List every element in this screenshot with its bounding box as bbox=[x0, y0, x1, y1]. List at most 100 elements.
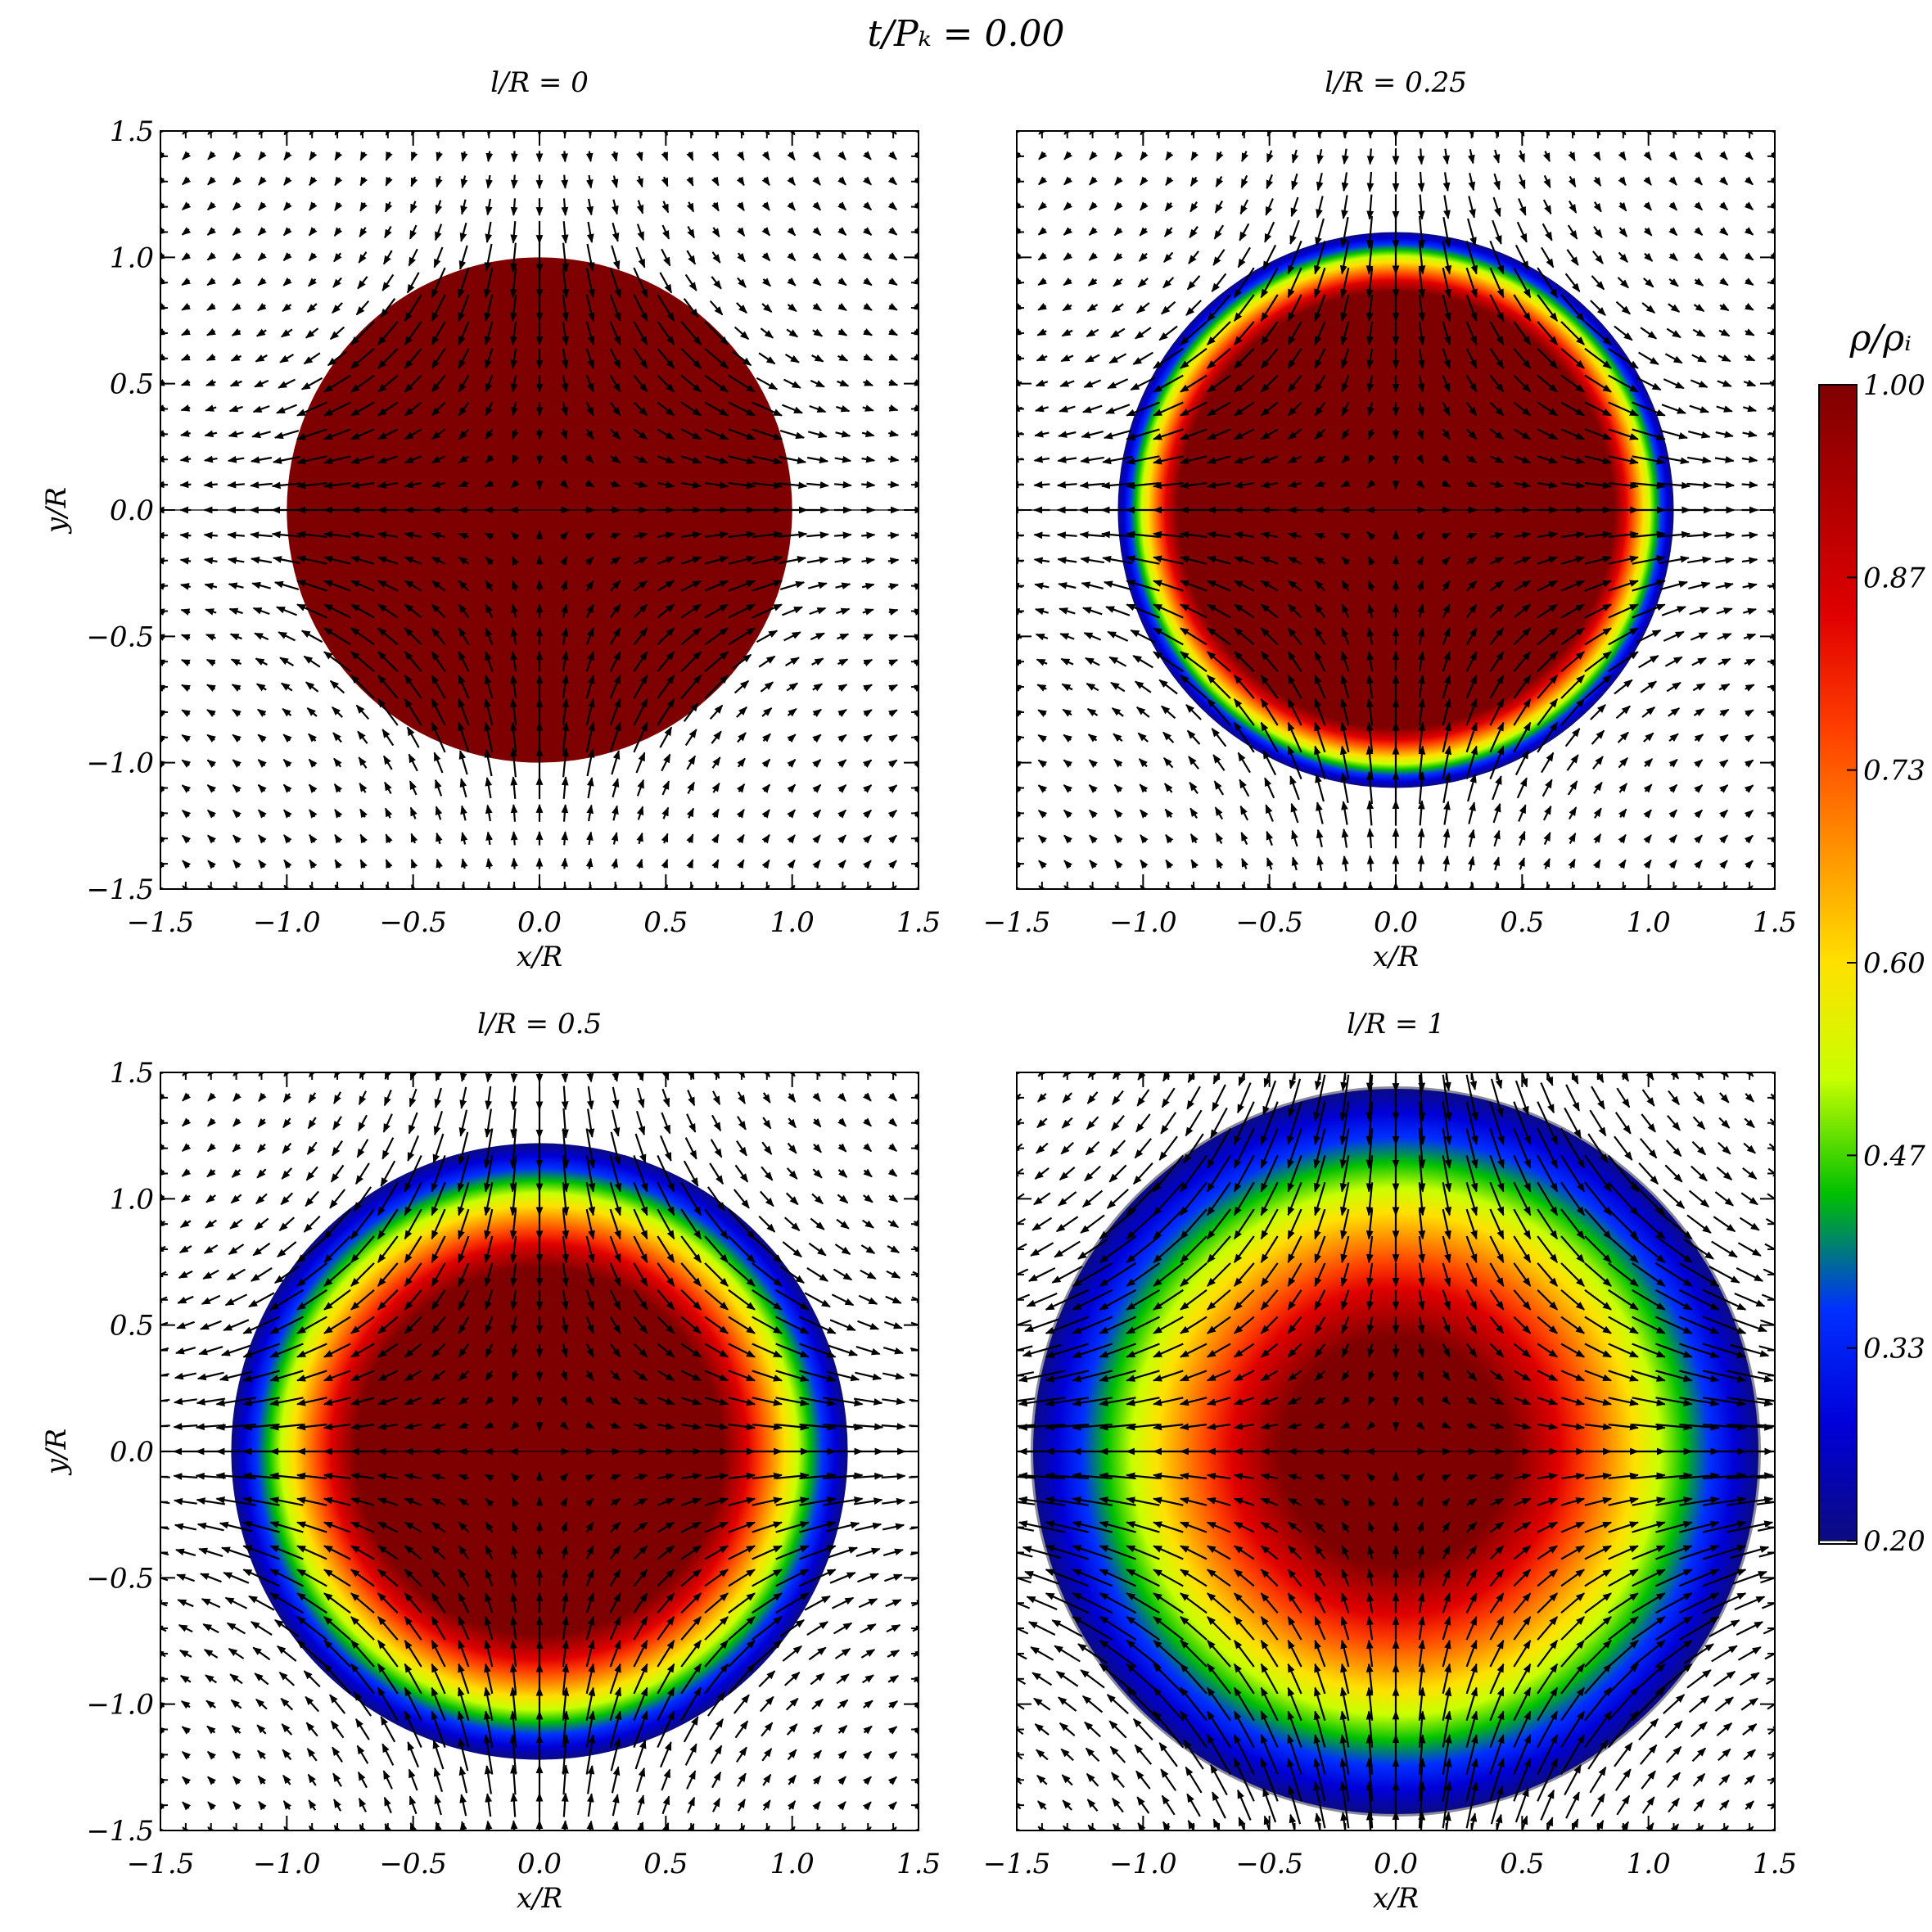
velocity-arrow bbox=[431, 580, 446, 592]
x-tick-label: 0.0 bbox=[517, 1848, 562, 1880]
velocity-arrow bbox=[309, 884, 318, 889]
velocity-arrow bbox=[404, 348, 422, 369]
velocity-arrow bbox=[404, 374, 422, 393]
y-tick-label: 0.5 bbox=[110, 1310, 154, 1343]
velocity-arrow bbox=[384, 225, 392, 239]
y-tick-label: −1.0 bbox=[86, 747, 154, 780]
x-tick-label: −0.5 bbox=[379, 906, 447, 939]
x-tick-label: −1.5 bbox=[983, 906, 1051, 939]
velocity-arrow bbox=[359, 151, 368, 161]
velocity-arrow bbox=[206, 784, 217, 793]
velocity-arrow bbox=[207, 834, 217, 844]
velocity-arrow bbox=[357, 276, 368, 290]
velocity-arrow bbox=[334, 176, 343, 187]
velocity-arrow bbox=[431, 627, 446, 646]
velocity-arrow bbox=[458, 455, 470, 464]
velocity-arrow bbox=[409, 201, 418, 214]
velocity-arrow bbox=[485, 857, 494, 869]
velocity-arrow bbox=[359, 833, 368, 844]
velocity-arrow bbox=[404, 580, 422, 592]
velocity-arrow bbox=[333, 227, 343, 237]
velocity-arrow bbox=[460, 175, 468, 188]
velocity-arrow bbox=[377, 675, 399, 699]
velocity-arrow bbox=[206, 809, 217, 819]
velocity-arrow bbox=[385, 176, 393, 187]
velocity-arrow bbox=[431, 455, 446, 464]
velocity-arrow bbox=[458, 294, 470, 323]
velocity-arrow bbox=[404, 428, 422, 440]
velocity-arrow bbox=[282, 227, 292, 237]
velocity-arrow bbox=[278, 631, 296, 642]
velocity-arrow bbox=[181, 684, 191, 693]
velocity-arrow bbox=[207, 885, 217, 889]
velocity-arrow bbox=[230, 354, 242, 362]
velocity-arrow bbox=[385, 131, 393, 137]
velocity-arrow bbox=[250, 556, 273, 564]
velocity-arrow bbox=[323, 530, 351, 539]
velocity-arrow bbox=[377, 556, 399, 565]
velocity-arrow bbox=[308, 227, 318, 237]
velocity-arrow bbox=[257, 277, 267, 287]
velocity-arrow bbox=[561, 174, 569, 189]
y-tick-label: −0.5 bbox=[86, 621, 154, 653]
velocity-arrow bbox=[280, 682, 293, 692]
velocity-arrow bbox=[485, 831, 493, 846]
velocity-arrow bbox=[273, 580, 300, 590]
velocity-arrow bbox=[382, 250, 393, 265]
velocity-arrow bbox=[561, 857, 569, 869]
velocity-arrow bbox=[385, 151, 393, 161]
velocity-arrow bbox=[258, 860, 267, 869]
velocity-arrow bbox=[258, 884, 267, 889]
velocity-arrow bbox=[306, 707, 318, 717]
velocity-arrow bbox=[350, 556, 375, 565]
velocity-arrow bbox=[303, 655, 321, 668]
velocity-arrow bbox=[323, 603, 351, 619]
velocity-arrow bbox=[181, 303, 191, 311]
x-tick-label: −1.5 bbox=[983, 1848, 1051, 1880]
velocity-arrow bbox=[359, 808, 368, 819]
velocity-arrow bbox=[350, 627, 375, 646]
velocity-arrow bbox=[323, 627, 351, 646]
x-tick-label: 0.5 bbox=[1500, 1848, 1544, 1880]
velocity-arrow bbox=[358, 251, 368, 264]
velocity-arrow bbox=[404, 401, 422, 417]
velocity-arrow bbox=[227, 481, 245, 489]
x-tick-label: −0.5 bbox=[1235, 1848, 1303, 1880]
velocity-arrow bbox=[180, 378, 191, 386]
velocity-arrow bbox=[458, 480, 469, 488]
y-tick-label: 1.0 bbox=[110, 242, 154, 274]
velocity-arrow bbox=[160, 176, 166, 186]
velocity-arrow bbox=[207, 151, 217, 160]
velocity-arrow bbox=[283, 131, 292, 136]
velocity-arrow bbox=[359, 201, 368, 212]
velocity-arrow bbox=[485, 804, 493, 822]
velocity-arrow bbox=[228, 404, 243, 413]
velocity-arrow bbox=[410, 883, 418, 889]
velocity-arrow bbox=[384, 807, 393, 819]
velocity-arrow bbox=[181, 759, 192, 768]
velocity-arrow bbox=[282, 783, 292, 793]
velocity-arrow bbox=[283, 176, 292, 186]
velocity-arrow bbox=[431, 428, 446, 440]
velocity-arrow bbox=[431, 603, 446, 619]
velocity-arrow bbox=[381, 273, 395, 291]
x-tick-label: −1.0 bbox=[253, 906, 321, 939]
velocity-arrow bbox=[180, 404, 191, 412]
colorbar-tick-label: 1.00 bbox=[1863, 369, 1925, 402]
velocity-arrow bbox=[410, 151, 418, 162]
velocity-arrow bbox=[332, 277, 342, 288]
x-tick-label: 0.0 bbox=[1374, 1848, 1418, 1880]
velocity-arrow bbox=[359, 227, 368, 238]
velocity-arrow bbox=[160, 784, 166, 793]
velocity-arrow bbox=[323, 555, 351, 565]
velocity-arrow bbox=[431, 556, 446, 565]
velocity-arrow bbox=[160, 201, 166, 210]
velocity-arrow bbox=[160, 252, 166, 260]
velocity-arrow bbox=[160, 860, 166, 869]
velocity-arrow bbox=[257, 201, 267, 211]
velocity-arrow bbox=[181, 201, 192, 210]
velocity-arrow bbox=[431, 267, 446, 299]
velocity-arrow bbox=[182, 131, 192, 135]
velocity-arrow bbox=[436, 175, 443, 188]
